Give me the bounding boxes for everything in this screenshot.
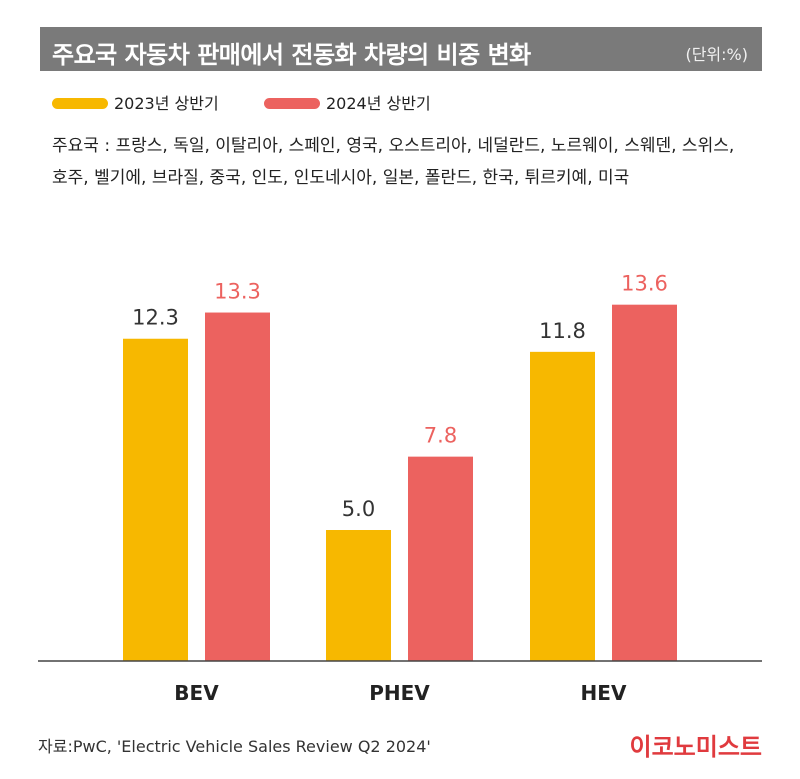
data-label-bev-2023: 12.3 (132, 306, 179, 330)
legend-label-2023: 2023년 상반기 (114, 94, 219, 113)
x-tick-bev: BEV (174, 681, 219, 705)
unit-label: (단위:%) (685, 45, 748, 64)
x-tick-phev: PHEV (369, 681, 430, 705)
bar-bev-2023 (123, 338, 188, 661)
brand-logo: 이코노미스트 (629, 733, 762, 761)
data-label-bev-2024: 13.3 (214, 280, 261, 304)
legend-swatch-2023 (52, 98, 108, 109)
bar-hev-2024 (612, 304, 677, 661)
bar-phev-2023 (326, 530, 391, 661)
data-label-phev-2023: 5.0 (342, 497, 375, 521)
country-note: 주요국 : 프랑스, 독일, 이탈리아, 스페인, 영국, 오스트리아, 네덜란… (52, 136, 735, 188)
bar-hev-2023 (530, 351, 595, 661)
bar-phev-2024 (408, 456, 473, 661)
chart-title: 주요국 자동차 판매에서 전동화 차량의 비중 변화 (52, 41, 531, 69)
x-tick-hev: HEV (581, 681, 627, 705)
title-bar (40, 27, 762, 71)
data-label-phev-2024: 7.8 (424, 424, 457, 448)
source-text: 자료:PwC, 'Electric Vehicle Sales Review Q… (38, 737, 431, 756)
legend-label-2024: 2024년 상반기 (326, 94, 431, 113)
data-label-hev-2024: 13.6 (621, 272, 668, 296)
legend-swatch-2024 (264, 98, 320, 109)
data-label-hev-2023: 11.8 (539, 319, 586, 343)
bar-bev-2024 (205, 312, 270, 661)
